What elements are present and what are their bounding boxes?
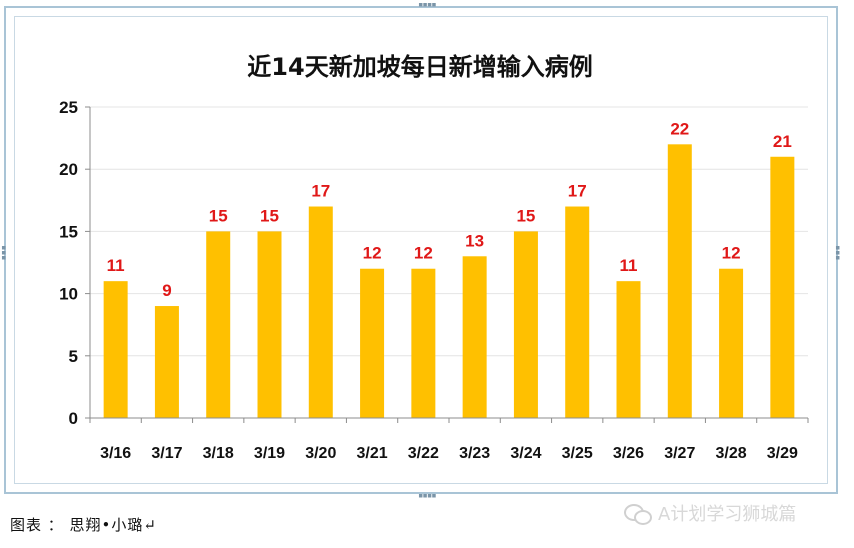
x-tick-label: 3/28 [716,445,747,462]
data-label: 12 [722,244,741,263]
y-tick-label: 0 [69,409,78,428]
wechat-icon [624,502,652,525]
bar [257,231,282,418]
bar [616,281,641,418]
x-tick-label: 3/26 [613,445,644,462]
y-tick-label: 5 [69,347,78,366]
x-tick-label: 3/19 [254,445,285,462]
bar [719,268,744,418]
y-tick-label: 20 [59,160,78,179]
data-label: 11 [620,256,638,275]
bar [206,231,231,418]
y-tick-label: 10 [59,285,78,304]
data-label: 9 [162,281,171,300]
watermark: A计划学习狮城篇 [624,500,796,526]
x-tick-label: 3/24 [510,445,541,462]
x-tick-label: 3/25 [562,445,593,462]
bar [770,156,795,418]
bar [360,268,385,418]
data-label: 17 [568,182,587,201]
x-tick-label: 3/22 [408,445,439,462]
y-tick-label: 15 [59,222,78,241]
x-tick-label: 3/23 [459,445,490,462]
bars: 11 9 15 15 17 12 12 13 15 17 11 22 12 21 [103,119,795,418]
x-tick-label: 3/18 [203,445,234,462]
x-tick-label: 3/21 [357,445,388,462]
bar [103,281,128,418]
chart-plot-border [14,16,828,484]
resize-handle-right[interactable]: ▪ ▪ ▪ [835,243,840,263]
data-label: 22 [670,119,689,138]
data-label: 17 [311,182,330,201]
bar [462,256,487,418]
bar [308,206,333,418]
x-tick-label: 3/29 [767,445,798,462]
data-label: 15 [209,206,228,225]
data-label: 11 [107,256,125,275]
resize-handle-bottom[interactable]: ▪▪▪▪ [418,491,437,501]
x-tick-label: 3/17 [151,445,182,462]
bar [154,306,179,418]
figure-caption: 图表 ： 思翔•小璐↵ [10,516,157,534]
data-label: 12 [414,244,433,263]
watermark-text: A计划学习狮城篇 [658,504,797,525]
x-tick-label: 3/20 [305,445,336,462]
axes: 0 5 10 15 20 25 3/16 3/17 3/18 3/19 3/20 3/21 3/22 3/… [59,98,809,462]
gridlines [90,106,808,357]
bar [411,268,436,418]
x-tick-label: 3/16 [100,445,131,462]
data-label: 21 [773,132,792,151]
bar [513,231,538,418]
bar [667,144,692,418]
x-tick-label: 3/27 [664,445,695,462]
data-label: 15 [516,206,535,225]
bar [565,206,590,418]
y-tick-label: 25 [59,98,78,117]
resize-handle-left[interactable]: ▪ ▪ ▪ [1,243,6,263]
resize-handle-top[interactable]: ▪▪▪▪ [418,0,437,10]
data-label: 15 [260,206,279,225]
data-label: 13 [465,231,484,250]
chart-title: 近14天新加坡每日新增输入病例 [247,53,592,81]
data-label: 12 [363,244,382,263]
